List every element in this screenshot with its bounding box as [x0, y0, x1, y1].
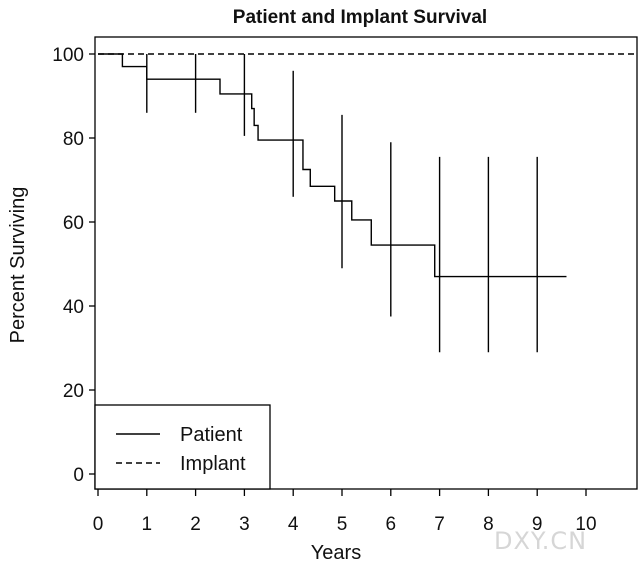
series-layer: [98, 53, 636, 353]
legend-box: [94, 404, 271, 490]
y-tick-label: 60: [63, 213, 84, 234]
x-tick-label: 1: [142, 514, 153, 535]
x-tick-label: 10: [575, 514, 596, 535]
x-tick-label: 3: [239, 514, 250, 535]
y-tick-label: 20: [63, 381, 84, 402]
x-tick-label: 4: [288, 514, 299, 535]
x-axis-label: Years: [311, 542, 361, 564]
legend-label-implant: Implant: [180, 453, 246, 475]
legend-label-patient: Patient: [180, 424, 243, 446]
patient-survival-line: [98, 53, 567, 278]
y-tick-label: 40: [63, 297, 84, 318]
x-tick-label: 2: [190, 514, 201, 535]
x-tick-label: 5: [337, 514, 348, 535]
plot-frame: [94, 36, 638, 490]
y-tick-label: 100: [52, 45, 84, 66]
chart-title: Patient and Implant Survival: [233, 7, 487, 28]
watermark: DXY.CN: [494, 527, 587, 555]
y-axis: 0 20 40 60 80 100: [52, 45, 95, 486]
y-axis-label: Percent Surviving: [7, 187, 29, 344]
x-tick-label: 0: [93, 514, 104, 535]
legend: Patient Implant: [94, 404, 271, 490]
y-tick-label: 80: [63, 129, 84, 150]
y-tick-label: 0: [73, 465, 84, 486]
x-tick-label: 9: [532, 514, 543, 535]
x-tick-label: 6: [386, 514, 397, 535]
x-axis: 0 1 2 3 4 5 6 7 8 9 10: [93, 489, 597, 535]
x-tick-label: 8: [483, 514, 494, 535]
x-tick-label: 7: [434, 514, 445, 535]
